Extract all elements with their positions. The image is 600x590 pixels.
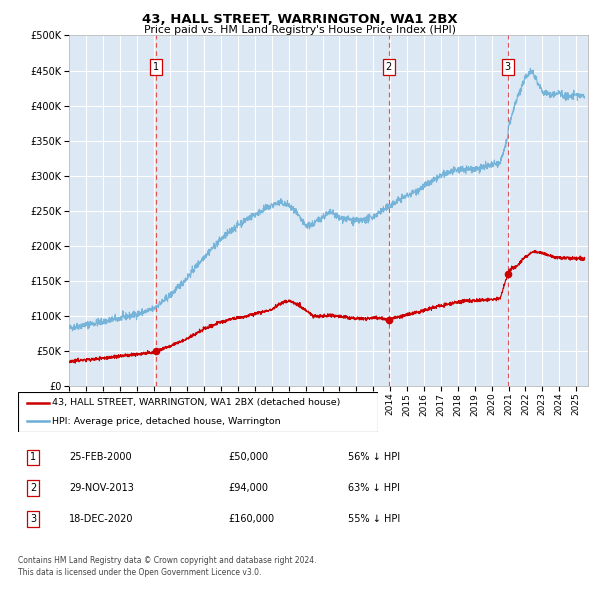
Text: 2: 2: [386, 62, 392, 72]
Text: 43, HALL STREET, WARRINGTON, WA1 2BX (detached house): 43, HALL STREET, WARRINGTON, WA1 2BX (de…: [52, 398, 341, 407]
Text: 18-DEC-2020: 18-DEC-2020: [69, 514, 133, 524]
Text: 55% ↓ HPI: 55% ↓ HPI: [348, 514, 400, 524]
Text: 3: 3: [505, 62, 511, 72]
Text: 1: 1: [30, 453, 36, 462]
Text: 2: 2: [30, 483, 36, 493]
Text: 1: 1: [152, 62, 159, 72]
Text: This data is licensed under the Open Government Licence v3.0.: This data is licensed under the Open Gov…: [18, 568, 262, 577]
Text: Contains HM Land Registry data © Crown copyright and database right 2024.: Contains HM Land Registry data © Crown c…: [18, 556, 317, 565]
Text: 29-NOV-2013: 29-NOV-2013: [69, 483, 134, 493]
Text: 3: 3: [30, 514, 36, 524]
Text: 56% ↓ HPI: 56% ↓ HPI: [348, 453, 400, 462]
Text: £94,000: £94,000: [228, 483, 268, 493]
Text: £50,000: £50,000: [228, 453, 268, 462]
Text: £160,000: £160,000: [228, 514, 274, 524]
Text: 63% ↓ HPI: 63% ↓ HPI: [348, 483, 400, 493]
Text: 25-FEB-2000: 25-FEB-2000: [69, 453, 131, 462]
Text: 43, HALL STREET, WARRINGTON, WA1 2BX: 43, HALL STREET, WARRINGTON, WA1 2BX: [142, 13, 458, 26]
Text: HPI: Average price, detached house, Warrington: HPI: Average price, detached house, Warr…: [52, 417, 281, 425]
Text: Price paid vs. HM Land Registry's House Price Index (HPI): Price paid vs. HM Land Registry's House …: [144, 25, 456, 35]
